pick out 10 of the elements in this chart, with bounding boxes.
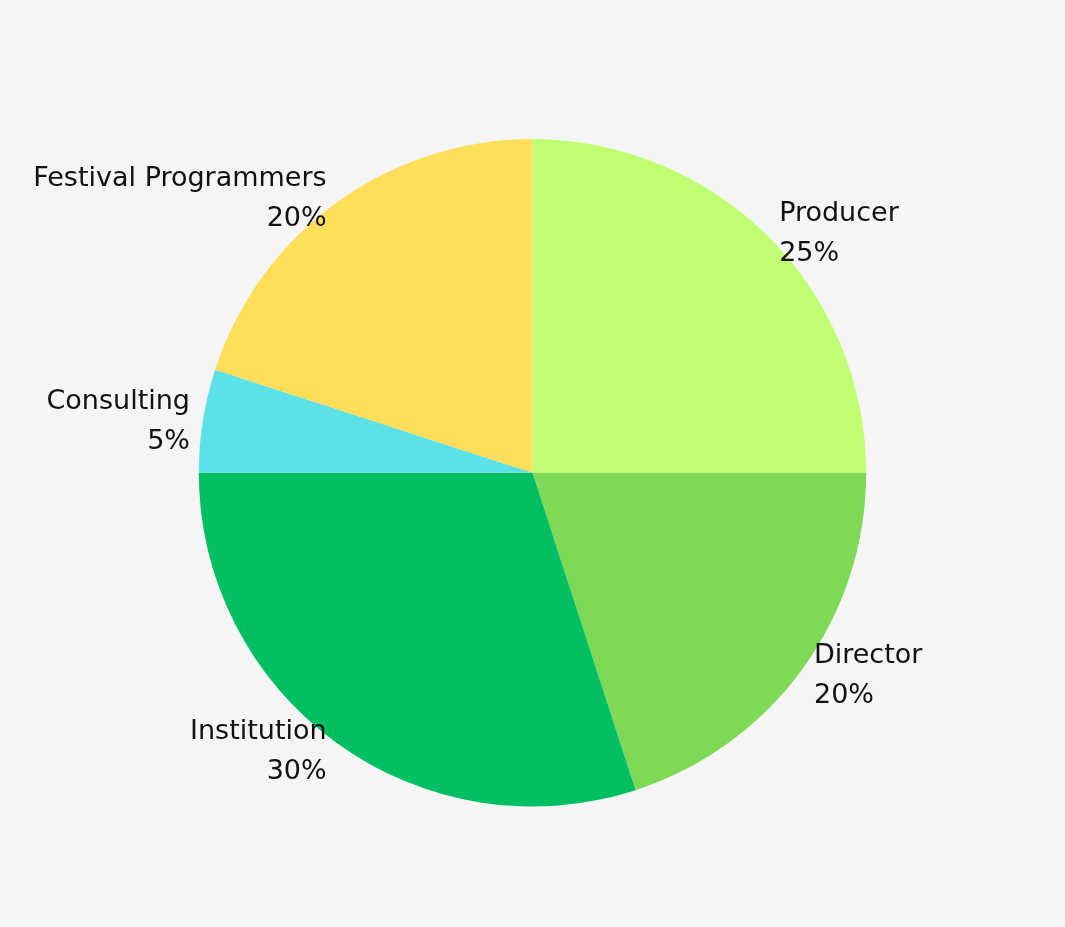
slice-label: Producer xyxy=(779,195,900,227)
data-label: 5% xyxy=(147,423,190,455)
slice-label: Director xyxy=(813,638,924,670)
data-label: 20% xyxy=(266,200,327,232)
data-label: 30% xyxy=(266,753,327,785)
slice-label: Institution xyxy=(189,713,327,745)
data-label: 20% xyxy=(813,678,874,710)
data-label: 25% xyxy=(779,235,840,267)
slice-label: Consulting xyxy=(46,383,190,415)
slice-label: Festival Programmers xyxy=(33,160,327,192)
